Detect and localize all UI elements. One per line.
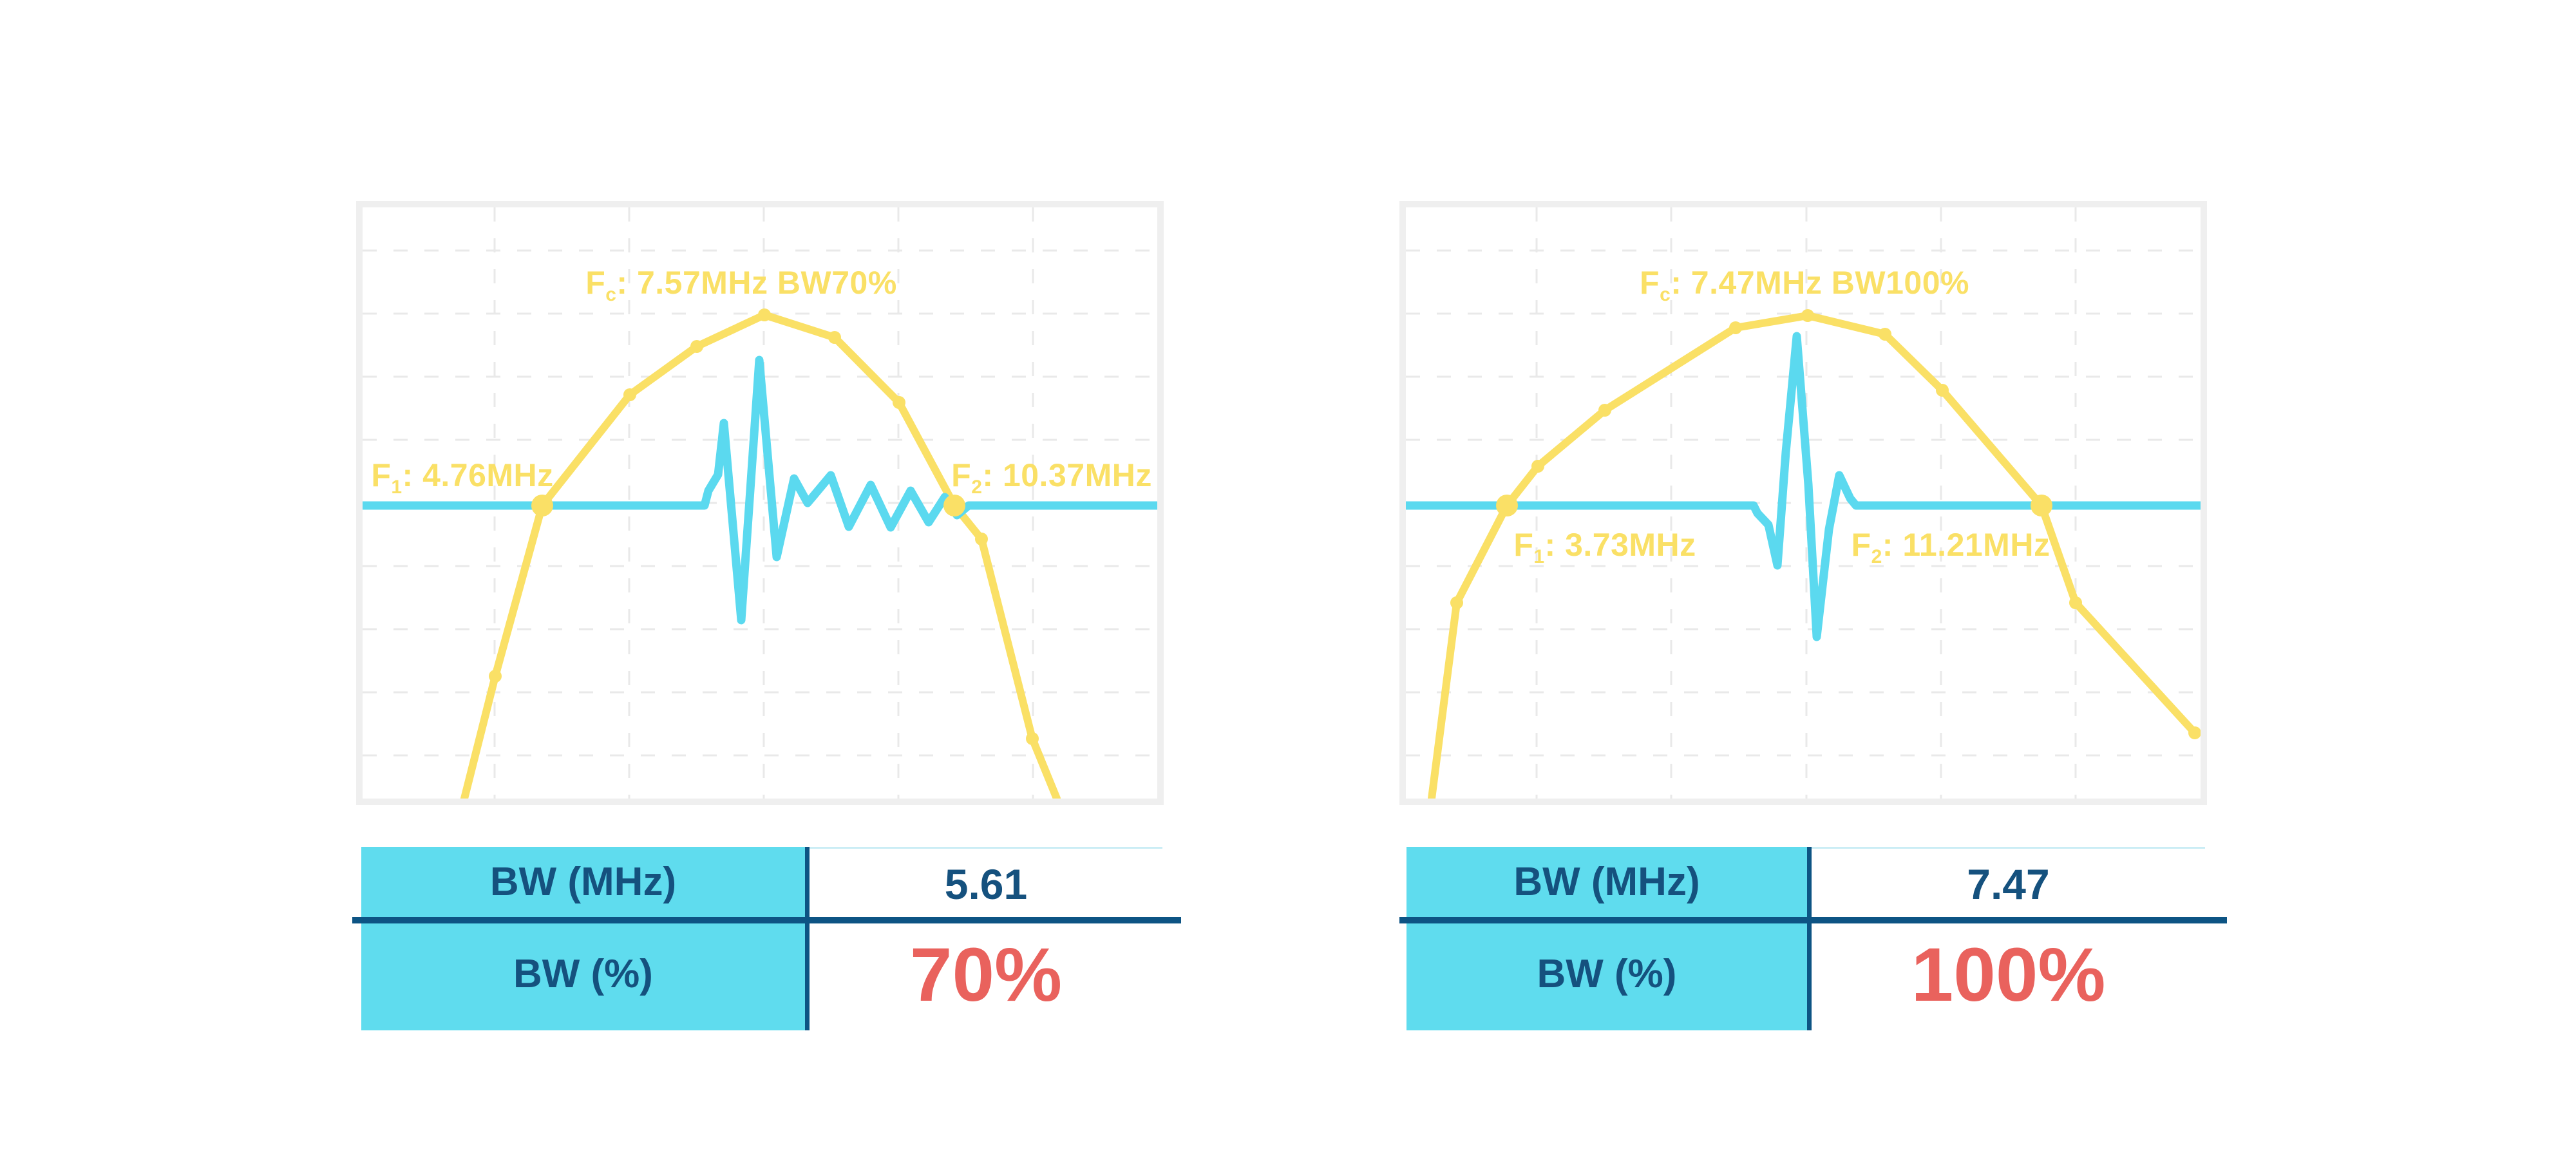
annotation-prefix: F xyxy=(371,457,392,493)
table-row-divider-line xyxy=(1399,917,2227,923)
annotation-subscript: c xyxy=(1660,284,1671,305)
data-point-marker xyxy=(1598,404,1611,417)
bandwidth-crossing-marker xyxy=(943,495,965,516)
data-point-marker xyxy=(828,331,841,344)
pulse-echo-waveform xyxy=(1406,332,2201,641)
annotation-text: : 3.73MHz xyxy=(1544,527,1696,563)
data-point-marker xyxy=(623,388,636,401)
table-cell-bw-pct-label: BW (%) xyxy=(1537,951,1677,996)
bandwidth-crossing-marker xyxy=(1496,495,1518,516)
pulse-echo-waveform xyxy=(363,355,1157,625)
bandwidth-crossing-marker xyxy=(531,495,553,516)
annotation-subscript: 1 xyxy=(1533,546,1545,567)
data-point-marker xyxy=(1936,384,1949,397)
spectrum-chart-panel-right: Fc: 7.47MHz BW100% F1: 3.73MHz F2: 11.21… xyxy=(1399,201,2207,805)
data-point-marker xyxy=(1450,596,1463,609)
spectrum-plot-svg-left xyxy=(363,207,1157,799)
f2-annotation: F2: 11.21MHz xyxy=(1851,526,2050,567)
annotation-prefix: F xyxy=(585,265,606,301)
annotation-text: : 7.57MHz BW70% xyxy=(616,265,897,301)
table-cell-bw-mhz-value: 7.47 xyxy=(1967,860,2050,908)
table-column-divider-line xyxy=(805,847,810,1030)
annotation-text: : 4.76MHz xyxy=(402,457,554,493)
data-point-marker xyxy=(1729,321,1742,334)
table-column-divider-line xyxy=(1807,847,1812,1030)
annotation-text: : 10.37MHz xyxy=(982,457,1152,493)
annotation-subscript: 2 xyxy=(971,477,983,498)
fc-annotation: Fc: 7.47MHz BW100% xyxy=(1640,264,1969,305)
table-cell-bw-pct-label: BW (%) xyxy=(513,951,653,996)
data-point-marker xyxy=(893,396,905,409)
annotation-subscript: 1 xyxy=(391,477,402,498)
data-point-marker xyxy=(690,340,703,353)
annotation-prefix: F xyxy=(1851,527,1871,563)
table-value-column: 7.47 100% xyxy=(1812,847,2205,1030)
annotation-prefix: F xyxy=(951,457,972,493)
data-point-marker xyxy=(1879,328,1891,341)
f2-annotation: F2: 10.37MHz xyxy=(951,457,1152,497)
annotation-subscript: 2 xyxy=(1871,546,1882,567)
table-cell-bw-pct-value: 100% xyxy=(1911,932,2106,1017)
data-point-marker xyxy=(1801,309,1814,322)
spectrum-chart-panel-left: Fc: 7.57MHz BW70% F1: 4.76MHz F2: 10.37M… xyxy=(356,201,1164,805)
data-point-marker xyxy=(2069,596,2082,609)
frequency-spectrum xyxy=(460,311,1061,799)
spectrum-plot-svg-right xyxy=(1406,207,2201,799)
table-row-divider-line xyxy=(352,917,1181,923)
annotation-prefix: F xyxy=(1513,527,1534,563)
data-point-marker xyxy=(1531,460,1544,473)
table-cell-bw-pct-value: 70% xyxy=(909,932,1063,1017)
data-point-marker xyxy=(2188,726,2201,739)
frequency-spectrum xyxy=(1428,312,2199,799)
data-point-marker xyxy=(975,533,988,545)
fc-annotation: Fc: 7.57MHz BW70% xyxy=(585,264,897,305)
bandwidth-crossing-marker xyxy=(2031,495,2052,516)
annotation-text: : 7.47MHz BW100% xyxy=(1671,265,1969,301)
annotation-prefix: F xyxy=(1640,265,1660,301)
data-point-marker xyxy=(489,670,502,683)
data-point-marker xyxy=(1026,732,1039,745)
f1-annotation: F1: 3.73MHz xyxy=(1513,526,1696,567)
table-cell-bw-mhz-label: BW (MHz) xyxy=(489,860,677,904)
annotation-subscript: c xyxy=(605,284,617,305)
f1-annotation: F1: 4.76MHz xyxy=(371,457,554,497)
table-label-column: BW (MHz) BW (%) xyxy=(1406,847,1807,1030)
table-label-column: BW (MHz) BW (%) xyxy=(361,847,805,1030)
data-point-marker xyxy=(758,308,771,321)
annotation-text: : 11.21MHz xyxy=(1882,527,2050,563)
table-value-column: 5.61 70% xyxy=(810,847,1162,1030)
table-cell-bw-mhz-value: 5.61 xyxy=(944,860,1028,908)
table-cell-bw-mhz-label: BW (MHz) xyxy=(1513,860,1700,904)
